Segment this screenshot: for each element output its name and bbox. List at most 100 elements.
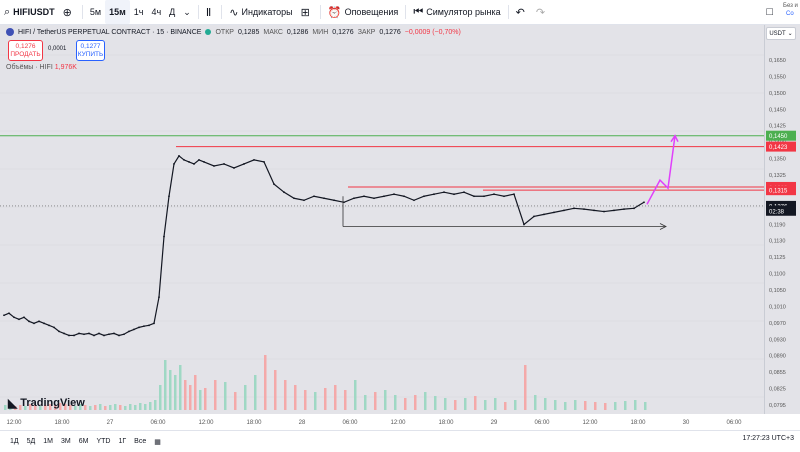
undo-icon: ↶ xyxy=(515,6,525,19)
account-panel[interactable]: Без и Со xyxy=(782,0,800,24)
volume-bar xyxy=(29,404,32,410)
range-ytd[interactable]: YTD xyxy=(96,438,111,445)
chart-pane[interactable] xyxy=(0,25,764,414)
sell-button[interactable]: 0,1276 ПРОДАТЬ xyxy=(8,40,43,61)
interval-5m[interactable]: 5м xyxy=(89,7,102,17)
close-value: 0,1276 xyxy=(379,28,401,36)
divider xyxy=(221,5,223,19)
candle xyxy=(343,201,345,204)
clock[interactable]: 17:27:23 UTC+3 xyxy=(742,435,794,442)
range-1m[interactable]: 1М xyxy=(43,438,54,445)
interval-1d[interactable]: Д xyxy=(169,7,176,17)
volume-bar xyxy=(574,400,577,410)
range-6m[interactable]: 6М xyxy=(78,438,89,445)
projection-arrowhead xyxy=(670,134,679,143)
candle xyxy=(113,332,115,335)
range-1d[interactable]: 1Д xyxy=(10,438,19,445)
volume-bar xyxy=(514,400,517,410)
candle xyxy=(483,195,485,198)
volume-bar xyxy=(584,401,587,410)
volume-bar xyxy=(444,398,447,410)
volume-bar xyxy=(254,375,257,410)
time-axis[interactable]: 12:00 18:00 27 06:00 12:00 18:00 28 06:00 12:00 1… xyxy=(0,414,764,430)
replay-button[interactable]: ⏮ Симулятор рынка xyxy=(409,0,504,24)
time-tick-label: 06:00 xyxy=(342,420,358,426)
redo-button[interactable]: ↷ xyxy=(532,0,552,24)
candle xyxy=(453,193,455,196)
range-1y[interactable]: 1Г xyxy=(118,438,127,445)
layouts-button[interactable]: ⊞ xyxy=(297,0,317,24)
volume-bar xyxy=(49,404,52,410)
chart-canvas[interactable] xyxy=(0,25,764,414)
chart-type-button[interactable]: Ⅱ xyxy=(202,0,218,24)
symbol-search[interactable]: ⌕ HIFIUSDT xyxy=(0,0,59,24)
tradingview-logo[interactable]: ◣ TradingView xyxy=(8,396,85,410)
candle xyxy=(183,159,185,161)
interval-dropdown[interactable]: ⌄ xyxy=(179,0,195,24)
projection-path xyxy=(646,135,676,205)
alarm-clock-icon: ⏰ xyxy=(327,6,342,19)
plus-circle-icon: ⊕ xyxy=(62,6,72,19)
price-label-box xyxy=(766,185,796,196)
price-scale[interactable]: 0,16500,15500,15000,14500,14250,14000,13… xyxy=(764,25,800,414)
candle xyxy=(108,333,110,336)
chevron-down-icon: ⌄ xyxy=(787,31,793,37)
candle xyxy=(263,161,265,163)
buy-button[interactable]: 0,1277 КУПИТЬ xyxy=(76,40,105,61)
price-tick-label: 0,1425 xyxy=(769,124,786,130)
volume-bar xyxy=(194,375,197,410)
candle xyxy=(58,330,60,333)
candle xyxy=(93,334,95,337)
volume-bar xyxy=(404,398,407,410)
candle xyxy=(413,199,415,202)
volume-bar xyxy=(544,398,547,410)
interval-15m[interactable]: 15м xyxy=(105,0,130,24)
date-range-button[interactable]: ▦ xyxy=(150,438,165,446)
low-value: 0,1276 xyxy=(332,28,354,36)
candle xyxy=(573,207,575,210)
volume-bar xyxy=(169,370,172,410)
candle xyxy=(623,208,625,211)
time-tick-label: 18:00 xyxy=(54,420,70,426)
range-5d[interactable]: 5Д xyxy=(26,438,36,445)
fullscreen-button[interactable]: □ xyxy=(762,0,780,24)
low-label: МИН xyxy=(312,28,329,36)
tradingview-icon: ◣ xyxy=(8,396,18,410)
price-label-box xyxy=(766,130,796,141)
indicators-button[interactable]: ∿ Индикаторы xyxy=(225,0,296,24)
candle xyxy=(173,163,175,165)
candle xyxy=(153,322,155,325)
price-tick-label: 0,1450 xyxy=(769,107,786,113)
interval-4h[interactable]: 4ч xyxy=(151,7,162,17)
undo-button[interactable]: ↶ xyxy=(512,0,532,24)
alerts-button[interactable]: ⏰ Оповещения xyxy=(324,0,402,24)
price-tick-label: 0,1190 xyxy=(769,222,785,228)
candle xyxy=(513,193,515,196)
symbol-logo-icon xyxy=(6,28,14,36)
candle xyxy=(553,211,555,214)
volume-bar xyxy=(64,404,67,410)
range-all[interactable]: Все xyxy=(134,438,147,445)
volume-bar xyxy=(149,402,152,410)
price-tick-label: 0,0795 xyxy=(769,403,786,409)
candle xyxy=(83,333,85,336)
buy-label: КУПИТЬ xyxy=(77,50,104,58)
candle xyxy=(503,195,505,198)
candle xyxy=(533,215,535,218)
compare-button[interactable]: ⊕ xyxy=(59,0,79,24)
account-line2: Со xyxy=(786,11,794,17)
indicators-icon: ∿ xyxy=(229,6,239,19)
volume-bar xyxy=(179,365,182,410)
currency-selector[interactable]: USDT ⌄ xyxy=(766,27,796,40)
alerts-label: Оповещения xyxy=(344,7,399,17)
candle xyxy=(393,193,395,196)
time-tick-label: 28 xyxy=(299,420,306,426)
time-tick-label: 30 xyxy=(683,420,690,426)
symbol-name: HIFIUSDT xyxy=(13,7,55,17)
range-3m[interactable]: 3М xyxy=(61,438,71,445)
volume-bar xyxy=(274,370,277,410)
candle xyxy=(283,191,285,194)
volume-bar xyxy=(144,404,147,410)
volume-label: Объёмы · HIFI xyxy=(6,64,53,71)
interval-1h[interactable]: 1ч xyxy=(133,7,144,17)
